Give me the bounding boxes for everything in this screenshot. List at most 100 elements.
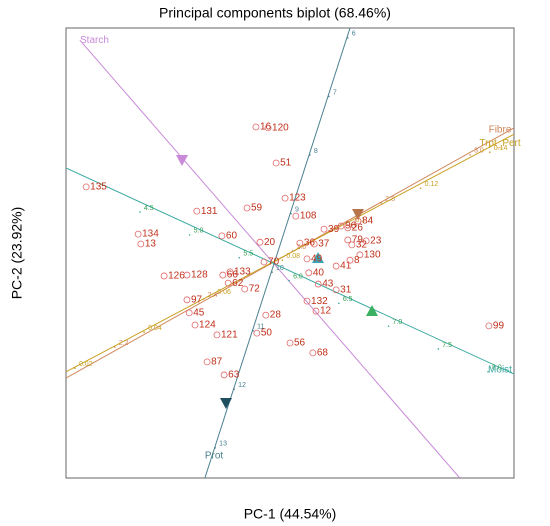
point (160, 272, 168, 280)
point (137, 240, 145, 248)
point-label: 20 (264, 237, 276, 248)
axis-tick (74, 367, 76, 370)
point-label: 72 (249, 284, 261, 295)
point-label: 39 (328, 224, 340, 235)
point (220, 371, 228, 379)
point-label: 43 (322, 279, 334, 290)
axis-tick-label: 7 (333, 89, 337, 96)
plot-frame (65, 27, 515, 479)
point (292, 212, 300, 220)
axis-tick-label: 6 (352, 31, 356, 38)
point-label: 28 (270, 310, 282, 321)
point-label: 135 (90, 181, 107, 192)
point (193, 207, 201, 215)
axis-tick-label: 2.8 (385, 196, 395, 203)
point-label: 132 (311, 296, 328, 307)
axis-tick (346, 37, 349, 39)
point-label: 60 (226, 231, 238, 242)
axis-tick-label: 8 (314, 148, 318, 155)
point (183, 296, 191, 304)
point-label: 51 (280, 158, 292, 169)
point-label: 31 (340, 285, 352, 296)
axis-tick-label: 0.02 (79, 361, 93, 368)
axis-tick-label: 5.5 (243, 251, 253, 258)
point (354, 217, 362, 225)
point (296, 239, 304, 247)
axis-tick-label: 7.0 (393, 319, 403, 326)
point-label: 16 (260, 122, 272, 133)
point-label: 13 (145, 239, 157, 250)
point (310, 240, 318, 248)
point (262, 311, 270, 319)
axis-tick-label: 6.5 (343, 296, 353, 303)
point (260, 258, 268, 266)
axis-tick-label: 7.5 (442, 342, 452, 349)
point-label: 8 (354, 255, 360, 266)
point (346, 256, 354, 264)
point (243, 204, 251, 212)
point-label: 63 (228, 370, 240, 381)
point (320, 225, 328, 233)
point (362, 237, 370, 245)
point (356, 251, 364, 259)
point (312, 307, 320, 315)
axis-tick (252, 329, 254, 332)
point (191, 321, 199, 329)
point (252, 123, 260, 131)
axis-tick (309, 154, 311, 156)
point (185, 309, 193, 317)
axis-tick (281, 259, 284, 262)
axis-tick (380, 202, 383, 204)
variable-name: Moist (488, 365, 512, 376)
axis-tick-label: 8.0 (492, 365, 502, 372)
point (344, 236, 352, 244)
axis-tick (288, 279, 290, 282)
axis-tick (487, 371, 489, 373)
direction-markers (176, 155, 378, 409)
axis-tick (238, 256, 241, 259)
variable-name: Trpt_Pert (479, 138, 521, 149)
axis-tick (419, 187, 422, 189)
point-label: 123 (289, 193, 306, 204)
point-label: 49 (311, 253, 323, 264)
point (219, 271, 227, 279)
chart-title: Principal components biplot (68.46%) (159, 5, 391, 21)
point (134, 230, 142, 238)
axis-tick (387, 325, 390, 327)
point-label: 108 (300, 211, 317, 222)
axis-tick-label: 3.0 (474, 148, 484, 155)
x-axis-label: PC-1 (44.54%) (244, 506, 337, 522)
axis-tick-label: 0.14 (494, 145, 508, 152)
axis-tick-label: 4.5 (144, 205, 154, 212)
axis-tick (338, 302, 340, 305)
point (226, 268, 234, 276)
point (303, 255, 311, 263)
axis-tick-label: 2.2 (119, 340, 129, 347)
axis-tick-label: 11 (257, 324, 264, 331)
axis-tick-label: 0.12 (425, 181, 439, 188)
point (314, 280, 322, 288)
point-label: 32 (356, 240, 368, 251)
point-label: 36 (304, 238, 316, 249)
point (344, 224, 352, 232)
point (82, 183, 90, 191)
point-label: 59 (251, 203, 263, 214)
axis-tick-label: 2.4 (208, 292, 218, 299)
point-label: 126 (168, 271, 185, 282)
y-axis-label: PC-2 (23.92%) (9, 207, 25, 300)
axis-tick (139, 211, 141, 213)
point (253, 329, 261, 337)
axis-tick-label: 12 (238, 382, 246, 389)
axis-tick (271, 271, 273, 273)
point (281, 194, 289, 202)
point-label: 45 (193, 307, 205, 318)
point-label: 120 (272, 123, 289, 134)
point-label: 134 (142, 229, 159, 240)
point-label: 131 (201, 206, 218, 217)
point-label: 68 (317, 348, 329, 359)
point-label: 121 (221, 330, 238, 341)
marker (312, 252, 324, 263)
axis-tick (350, 223, 353, 225)
